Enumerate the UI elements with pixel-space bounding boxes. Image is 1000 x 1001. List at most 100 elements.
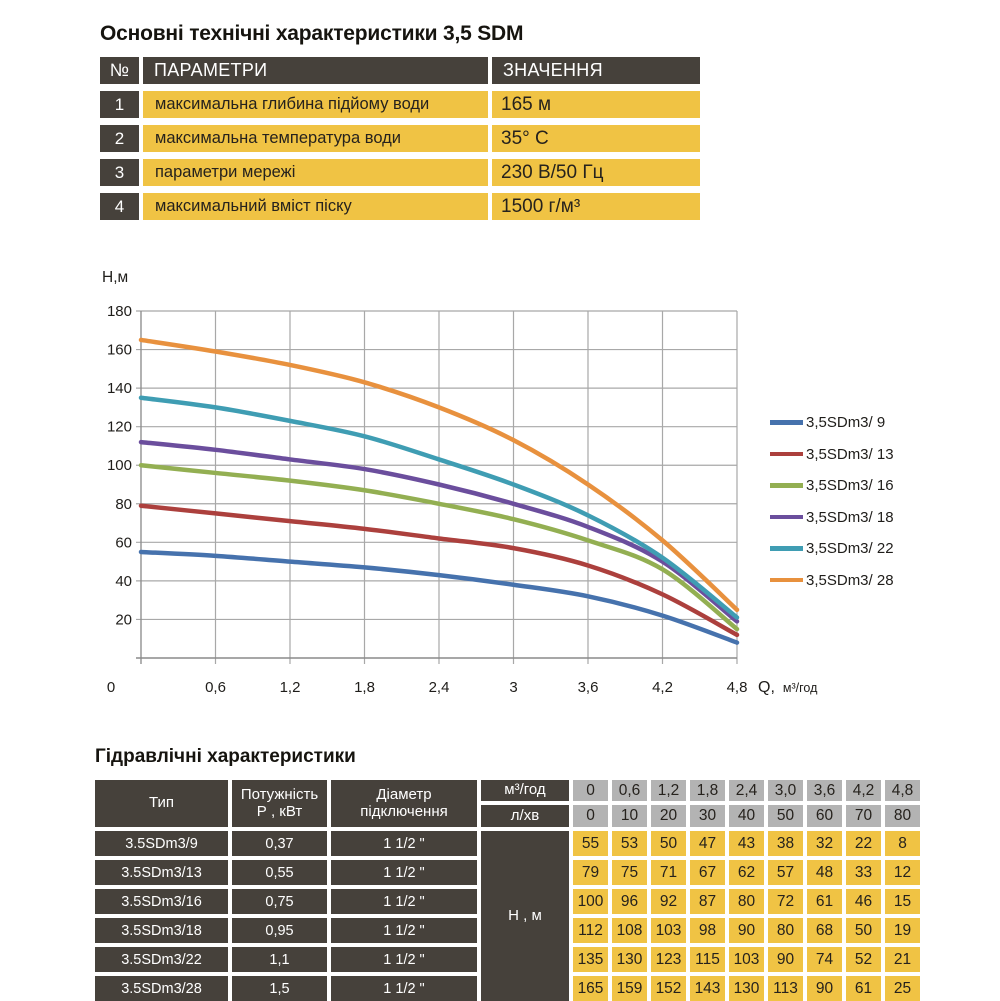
x-tick-label: 1,2 [280,679,301,696]
pump-curve [138,462,740,632]
col-header-type-label: Тип [148,794,174,812]
y-tick-label: 160 [107,342,132,359]
legend-line-swatch [770,577,803,583]
head-value-cell: 123 [651,947,686,972]
head-value-cell: 25 [885,976,920,1001]
spec-row-number: 3 [100,159,139,186]
legend-item: 3,5SDm3/ 16 [770,475,894,496]
x-tick-label: 3,6 [578,679,599,696]
col-header-type: Тип [95,780,228,827]
legend-label: 3,5SDm3/ 18 [806,508,894,526]
head-value-cell: 135 [573,947,608,972]
pump-power-cell: 0,55 [232,860,327,885]
head-value-cell: 19 [885,918,920,943]
y-tick-label: 140 [107,380,132,397]
head-unit-label: Н , м [481,831,569,1001]
page-title: Основні технічні характеристики 3,5 SDM [100,22,524,45]
hydraulic-section-title: Гідравлічні характеристики [95,746,356,767]
pump-diameter-cell: 1 1/2 " [331,889,477,914]
spec-row-number: 2 [100,125,139,152]
head-value-cell: 79 [573,860,608,885]
head-value-cell: 32 [807,831,842,856]
y-tick-label: 180 [107,303,132,320]
flow-m3h-header-cell: 0 [573,780,608,801]
head-value-cell: 75 [612,860,647,885]
head-value-cell: 57 [768,860,803,885]
pump-curve [138,503,740,638]
main-specs-table: № ПАРАМЕТРИ ЗНАЧЕННЯ 1 максимальна глибин… [100,57,700,220]
legend-label: 3,5SDm3/ 22 [806,540,894,557]
y-tick-label: 120 [107,419,132,436]
head-value-cell: 38 [768,831,803,856]
x-tick-label: 3 [509,679,517,696]
head-value-cell: 21 [885,947,920,972]
pump-curve [138,395,740,620]
pump-type-cell: 3.5SDm3/28 [95,976,228,1001]
head-value-cell: 80 [729,889,764,914]
head-value-cell: 98 [690,918,725,943]
head-value-cell: 112 [573,918,608,943]
spec-row-param: максимальна температура води [143,125,488,152]
legend-item: 3,5SDm3/ 18 [770,507,894,528]
y-tick-label: 20 [115,611,132,628]
pump-type-cell: 3.5SDm3/9 [95,831,228,856]
pump-power-cell: 0,75 [232,889,327,914]
head-value-cell: 113 [768,976,803,1001]
legend-line-swatch [770,483,803,488]
flow-m3h-header-cell: 4,2 [846,780,881,801]
col-header-power: Потужність Р , кВт [232,780,327,827]
flow-lmin-header-cell: 20 [651,805,686,827]
legend-label: 3,5SDm3/ 16 [806,477,894,494]
flow-m3h-header-cell: 3,0 [768,780,803,801]
x-tick-label: 4,8 [727,679,748,696]
flow-lmin-header-cell: 10 [612,805,647,827]
head-value-cell: 61 [807,889,842,914]
head-value-cell: 12 [885,860,920,885]
head-value-cell: 67 [690,860,725,885]
col-header-num: № [100,57,139,84]
y-tick-label: 100 [107,457,132,474]
flow-unit-lmin-label: л/хв [481,805,569,827]
head-value-cell: 143 [690,976,725,1001]
flow-lmin-header-cell: 30 [690,805,725,827]
head-value-cell: 96 [612,889,647,914]
head-value-cell: 48 [807,860,842,885]
head-value-cell: 50 [846,918,881,943]
spec-row-number: 4 [100,193,139,220]
head-value-cell: 90 [807,976,842,1001]
pump-type-cell: 3.5SDm3/22 [95,947,228,972]
x-tick-label: 0 [107,679,115,696]
pump-power-cell: 0,95 [232,918,327,943]
head-value-cell: 8 [885,831,920,856]
head-value-cell: 108 [612,918,647,943]
col-header-diameter-line2: підключення [360,802,448,820]
legend-item: 3,5SDm3/ 13 [770,444,894,465]
spec-row-param: параметри мережі [143,159,488,186]
head-value-cell: 103 [729,947,764,972]
pump-power-cell: 0,37 [232,831,327,856]
spec-row-param: максимальний вміст піску [143,193,488,220]
flow-m3h-header-cell: 2,4 [729,780,764,801]
head-value-cell: 159 [612,976,647,1001]
pump-curve [138,337,740,613]
legend-label: 3,5SDm3/ 9 [806,414,886,431]
pump-type-cell: 3.5SDm3/13 [95,860,228,885]
legend-line-swatch [770,546,803,551]
x-tick-label: 1,8 [354,679,375,696]
head-value-cell: 152 [651,976,686,1001]
legend-item: 3,5SDm3/ 22 [770,538,894,559]
y-tick-label: 60 [115,534,132,551]
head-value-cell: 92 [651,889,686,914]
legend-item: 3,5SDm3/ 28 [770,570,894,591]
col-header-param: ПАРАМЕТРИ [143,57,488,84]
head-value-cell: 90 [768,947,803,972]
flow-m3h-header-cell: 1,8 [690,780,725,801]
head-value-cell: 103 [651,918,686,943]
head-value-cell: 100 [573,889,608,914]
flow-lmin-header-cell: 60 [807,805,842,827]
pump-type-cell: 3.5SDm3/18 [95,918,228,943]
head-value-cell: 115 [690,947,725,972]
head-value-cell: 55 [573,831,608,856]
head-value-cell: 33 [846,860,881,885]
col-header-power-line2: Р , кВт [256,802,303,820]
